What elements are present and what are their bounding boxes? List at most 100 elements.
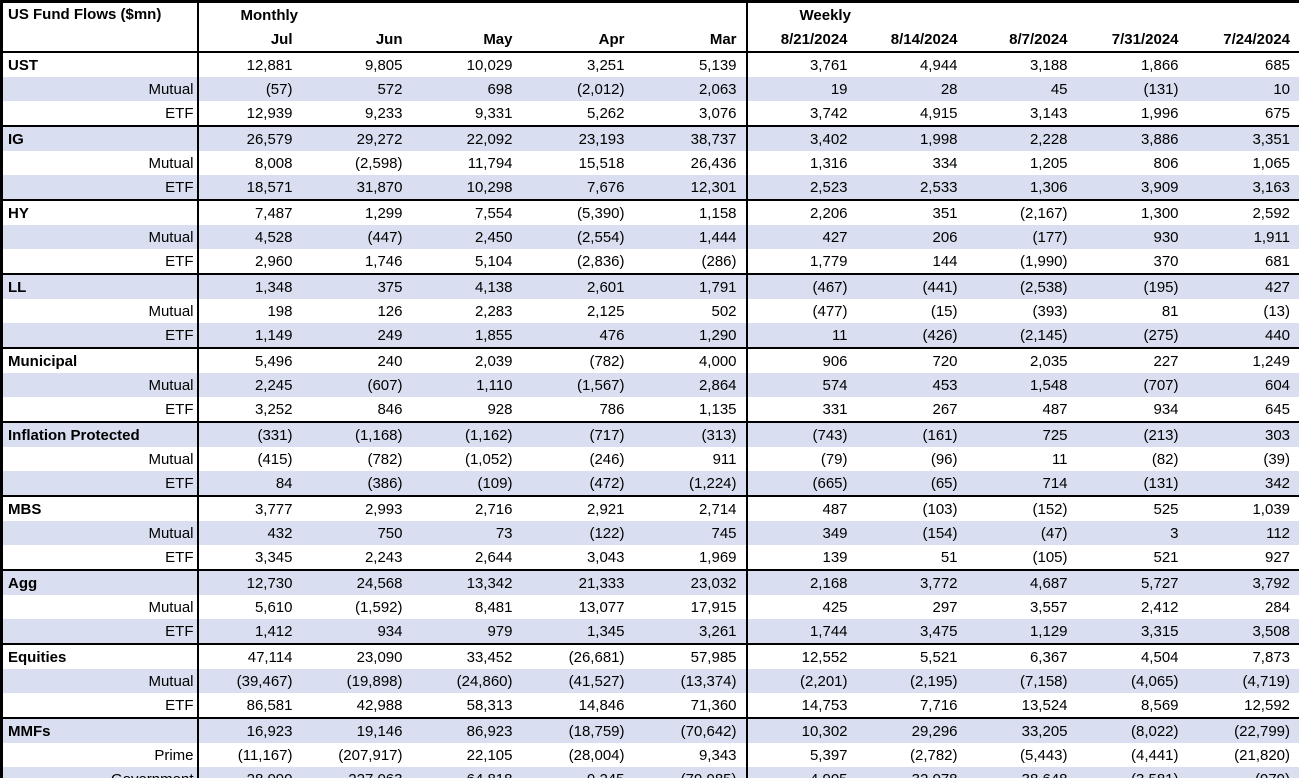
monthly-value-cell: 64,818 <box>411 767 522 778</box>
weekly-value-cell: (39) <box>1263 450 1291 468</box>
monthly-value-cell: 240 <box>301 347 412 373</box>
weekly-value-cell: (441) <box>856 273 967 299</box>
monthly-value-cell: (1,592) <box>354 598 403 616</box>
subcategory-label: ETF <box>1 249 199 274</box>
monthly-value-cell: 1,855 <box>411 323 522 348</box>
monthly-value-cell: (2,554) <box>521 225 634 249</box>
weekly-value-cell: 8,569 <box>1140 696 1179 714</box>
monthly-value-cell: 16,923 <box>197 717 302 743</box>
weekly-value-cell: 2,523 <box>745 175 857 200</box>
weekly-value-cell: 28 <box>856 77 967 101</box>
monthly-value-cell: 14,846 <box>578 696 625 714</box>
category-label: HY <box>1 199 199 225</box>
monthly-value-cell: (607) <box>301 373 412 397</box>
subrow: Mutual (57) 572 698 (2,012) 2,063 19 28 45 (131) 1… <box>1 77 1299 101</box>
weekly-value-cell: 681 <box>1264 252 1291 270</box>
weekly-value-cell: 427 <box>1187 273 1299 299</box>
monthly-value-cell: 19,146 <box>301 717 412 743</box>
category-label: Municipal <box>1 347 199 373</box>
monthly-value-cell: 73 <box>411 521 522 545</box>
monthly-value-cell: 9,245 <box>521 767 634 778</box>
monthly-value-cell: (122) <box>521 521 634 545</box>
monthly-value-cell: 1,412 <box>197 619 302 644</box>
monthly-value-cell: 1,290 <box>633 323 747 348</box>
subrow: Mutual (415) (782) (1,052) (246) 911 (79) (96) 1… <box>1 447 1299 471</box>
weekly-value-cell: 685 <box>1264 56 1291 74</box>
subrow: ETF 86,581 42,988 58,313 14,846 71,360 14,753 7… <box>1 693 1299 718</box>
monthly-value-cell: 21,333 <box>521 569 634 595</box>
monthly-value-cell: (447) <box>301 225 412 249</box>
weekly-value-cell: 2,533 <box>856 175 967 200</box>
monthly-value-cell: 2,039 <box>411 347 522 373</box>
monthly-value-cell: 15,518 <box>578 154 625 172</box>
monthly-value-cell: 9,805 <box>364 56 403 74</box>
weekly-value-cell: (161) <box>856 421 967 447</box>
weekly-value-cell: 297 <box>932 598 958 616</box>
weekly-value-cell: 4,905 <box>745 767 857 778</box>
weekly-value-cell: 930 <box>1076 225 1188 249</box>
weekly-value-cell: (3,581) <box>1076 767 1188 778</box>
monthly-value-cell: 1,345 <box>521 619 634 644</box>
monthly-value-cell: 7,487 <box>197 199 302 225</box>
group-row: MBS 3,777 2,993 2,716 2,921 2,714 487 (103) (152… <box>1 495 1299 521</box>
monthly-value-cell: 22,105 <box>466 746 513 764</box>
group-row: MMFs 16,923 19,146 86,923 (18,759) (70,642) 10… <box>1 717 1299 743</box>
monthly-value-cell: (5,390) <box>521 199 634 225</box>
monthly-value-cell: 3,043 <box>586 548 625 566</box>
monthly-value-cell: 1,299 <box>301 199 412 225</box>
monthly-value-cell: 3,251 <box>586 56 625 74</box>
column-header: Jul <box>197 27 302 53</box>
weekly-value-cell: 720 <box>856 347 967 373</box>
weekly-value-cell: 3,742 <box>745 101 857 126</box>
monthly-value-cell: 2,714 <box>633 495 747 521</box>
monthly-value-cell: 2,644 <box>474 548 513 566</box>
weekly-value-cell: 1,306 <box>966 175 1077 200</box>
monthly-value-cell: 3,345 <box>254 548 293 566</box>
weekly-value-cell: (2,145) <box>966 323 1077 348</box>
weekly-value-cell: (426) <box>856 323 967 348</box>
subrow: ETF 1,412 934 979 1,345 3,261 1,744 3,475 1,129 3… <box>1 619 1299 644</box>
monthly-value-cell: 375 <box>301 273 412 299</box>
weekly-value-cell: 2,592 <box>1187 199 1299 225</box>
weekly-value-cell: 29,296 <box>856 717 967 743</box>
weekly-value-cell: (154) <box>856 521 967 545</box>
weekly-value-cell: 81 <box>1161 302 1179 320</box>
weekly-value-cell: 1,996 <box>1140 104 1179 122</box>
weekly-value-cell: 331 <box>745 397 857 422</box>
subcategory-label: ETF <box>1 175 199 200</box>
category-label: UST <box>1 52 199 77</box>
weekly-value-cell: (79) <box>745 447 857 471</box>
monthly-value-cell: 7,554 <box>411 199 522 225</box>
weekly-value-cell: 14,753 <box>745 693 857 718</box>
weekly-value-cell: (8,022) <box>1076 717 1188 743</box>
monthly-value-cell: 249 <box>301 323 412 348</box>
subcategory-label: Mutual <box>1 521 199 545</box>
monthly-value-cell: 9,343 <box>698 746 737 764</box>
weekly-value-cell: 284 <box>1264 598 1291 616</box>
subcategory-label: Mutual <box>1 669 199 693</box>
weekly-value-cell: 487 <box>745 495 857 521</box>
weekly-value-cell: (707) <box>1076 373 1188 397</box>
column-header: 8/14/2024 <box>856 27 967 53</box>
column-header: 7/31/2024 <box>1076 27 1188 53</box>
weekly-value-cell: 10 <box>1187 77 1299 101</box>
weekly-value-cell: 645 <box>1264 400 1291 418</box>
monthly-value-cell: 86,923 <box>411 717 522 743</box>
subrow: Government28,090227,06364,8189,245(79,98… <box>1 767 1299 778</box>
weekly-value-cell: 1,911 <box>1187 225 1299 249</box>
weekly-value-cell: 2,412 <box>1140 598 1179 616</box>
weekly-value-cell: 6,367 <box>966 643 1077 669</box>
weekly-value-cell: 675 <box>1264 104 1291 122</box>
weekly-value-cell: (2,195) <box>856 669 967 693</box>
column-header: Mar <box>633 27 747 53</box>
weekly-value-cell: (2,782) <box>909 746 958 764</box>
monthly-value-cell: (1,162) <box>411 421 522 447</box>
monthly-value-cell: 23,090 <box>301 643 412 669</box>
group-row: Inflation Protected (331) (1,168) (1,162) (7… <box>1 421 1299 447</box>
monthly-value-cell: 8,008 <box>254 154 293 172</box>
weekly-value-cell: 349 <box>745 521 857 545</box>
monthly-value-cell: 2,921 <box>521 495 634 521</box>
weekly-value-cell: 4,915 <box>919 104 958 122</box>
weekly-value-cell: 206 <box>856 225 967 249</box>
weekly-value-cell: (13) <box>1263 302 1291 320</box>
